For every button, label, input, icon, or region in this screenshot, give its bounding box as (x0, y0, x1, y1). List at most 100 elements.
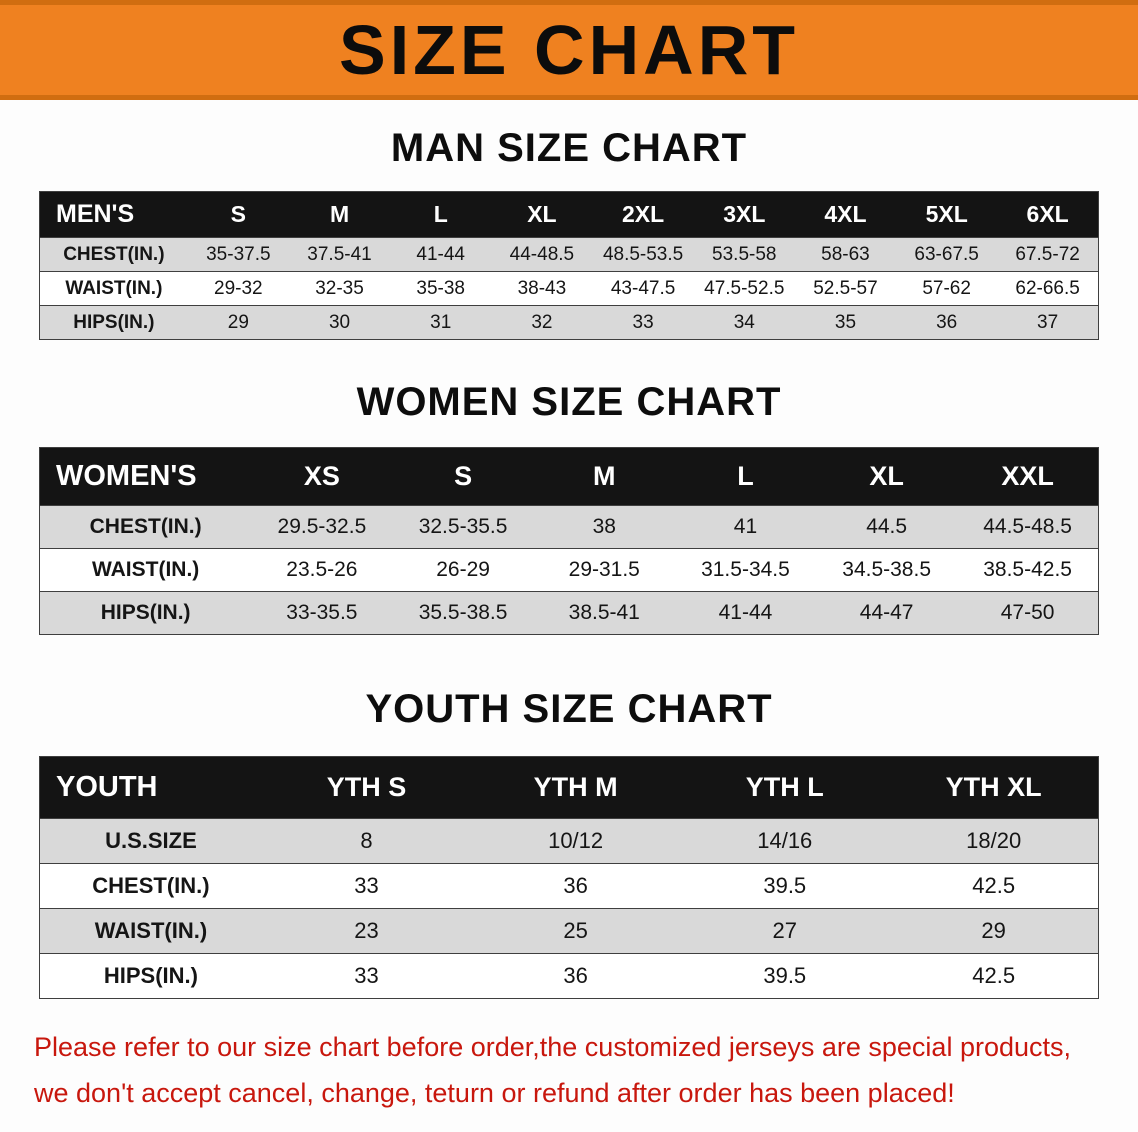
women-section-heading: WOMEN SIZE CHART (356, 380, 782, 424)
size-value: 67.5-72 (997, 237, 1099, 272)
size-value: 44-48.5 (491, 237, 593, 272)
size-value: 10/12 (471, 818, 681, 864)
size-value: 36 (471, 953, 681, 999)
size-column-header: YTH L (680, 756, 890, 819)
measurement-label: WAIST(IN.) (39, 548, 252, 592)
size-column-header: 3XL (693, 191, 795, 238)
measurement-row: HIPS(IN.) 33 36 39.5 42.5 (39, 953, 1099, 999)
men-section-heading: MAN SIZE CHART (390, 126, 748, 170)
measurement-label: HIPS(IN.) (39, 305, 188, 340)
size-column-header: XXL (957, 447, 1099, 506)
size-column-header: M (533, 447, 675, 506)
size-value: 31.5-34.5 (674, 548, 817, 592)
size-value: 44.5-48.5 (957, 505, 1099, 549)
youth-table-body: U.S.SIZE 8 10/12 14/16 18/20 CHEST(IN.) 33 36 39… (39, 818, 1099, 999)
size-value: 38.5-42.5 (957, 548, 1099, 592)
women-section: WOMEN SIZE CHART WOMEN'S XS S M L XL XXL CHEST… (0, 380, 1138, 635)
measurement-row: U.S.SIZE 8 10/12 14/16 18/20 (39, 818, 1099, 864)
size-column-header: XL (491, 191, 593, 238)
measurement-row: WAIST(IN.) 23.5-26 26-29 29-31.5 31.5-34.5 34… (39, 548, 1099, 592)
men-section: MAN SIZE CHART MEN'S S M L XL 2XL 3XL 4XL 5XL 6XL… (0, 126, 1138, 340)
measurement-label: HIPS(IN.) (39, 591, 252, 635)
size-column-header: YTH S (261, 756, 472, 819)
size-value: 35-38 (390, 271, 492, 306)
measurement-row: HIPS(IN.) 29 30 31 32 33 34 35 36 37 (39, 305, 1099, 340)
measurement-label: HIPS(IN.) (39, 953, 262, 999)
measurement-label: WAIST(IN.) (39, 271, 188, 306)
size-value: 33 (592, 305, 694, 340)
size-value: 25 (471, 908, 681, 954)
size-value: 29-32 (187, 271, 289, 306)
size-value: 27 (680, 908, 890, 954)
size-value: 32 (491, 305, 593, 340)
measurement-row: WAIST(IN.) 29-32 32-35 35-38 38-43 43-47.5 47.… (39, 271, 1099, 306)
measurement-label: CHEST(IN.) (39, 237, 188, 272)
size-value: 32.5-35.5 (392, 505, 534, 549)
size-value: 63-67.5 (896, 237, 998, 272)
measurement-label: U.S.SIZE (39, 818, 262, 864)
men-table-header-row: MEN'S S M L XL 2XL 3XL 4XL 5XL 6XL (39, 191, 1099, 238)
size-value: 44.5 (816, 505, 958, 549)
size-value: 38 (533, 505, 675, 549)
size-value: 34 (693, 305, 795, 340)
measurement-row: CHEST(IN.) 29.5-32.5 32.5-35.5 38 41 44.5 44.5… (39, 505, 1099, 549)
size-column-header: 5XL (896, 191, 998, 238)
disclaimer-line-1: Please refer to our size chart before or… (34, 1032, 1072, 1062)
size-value: 37.5-41 (288, 237, 391, 272)
size-value: 36 (471, 863, 681, 909)
size-value: 29-31.5 (533, 548, 675, 592)
measurement-row: CHEST(IN.) 33 36 39.5 42.5 (39, 863, 1099, 909)
size-value: 30 (288, 305, 391, 340)
size-column-header: L (390, 191, 492, 238)
youth-section: YOUTH SIZE CHART YOUTH YTH S YTH M YTH L YTH… (0, 687, 1138, 999)
size-value: 35.5-38.5 (392, 591, 534, 635)
size-column-header: 6XL (997, 191, 1099, 238)
measurement-row: WAIST(IN.) 23 25 27 29 (39, 908, 1099, 954)
measurement-label: CHEST(IN.) (39, 505, 252, 549)
youth-table-header-row: YOUTH YTH S YTH M YTH L YTH XL (39, 756, 1099, 819)
size-value: 42.5 (889, 953, 1099, 999)
size-column-header: YTH M (471, 756, 681, 819)
size-value: 33-35.5 (251, 591, 393, 635)
size-value: 23.5-26 (251, 548, 393, 592)
size-value: 14/16 (680, 818, 890, 864)
size-value: 48.5-53.5 (592, 237, 694, 272)
size-value: 8 (261, 818, 472, 864)
men-size-table: MEN'S S M L XL 2XL 3XL 4XL 5XL 6XL CHEST(IN.) 35-3… (39, 191, 1099, 340)
women-table-body: CHEST(IN.) 29.5-32.5 32.5-35.5 38 41 44.5 44.5… (39, 505, 1099, 635)
size-column-header: S (187, 191, 289, 238)
size-value: 33 (261, 953, 472, 999)
table-title-cell: YOUTH (39, 756, 262, 819)
measurement-label: CHEST(IN.) (39, 863, 262, 909)
size-value: 26-29 (392, 548, 534, 592)
size-value: 33 (261, 863, 472, 909)
size-column-header: YTH XL (889, 756, 1099, 819)
size-value: 57-62 (896, 271, 998, 306)
size-value: 36 (896, 305, 998, 340)
size-value: 38.5-41 (533, 591, 675, 635)
size-value: 47.5-52.5 (693, 271, 795, 306)
youth-section-heading: YOUTH SIZE CHART (365, 687, 773, 731)
size-value: 41 (674, 505, 817, 549)
disclaimer-note: Please refer to our size chart before or… (0, 1025, 1138, 1117)
size-value: 35 (794, 305, 897, 340)
youth-size-table: YOUTH YTH S YTH M YTH L YTH XL U.S.SIZE 8 10/1… (39, 756, 1099, 999)
size-value: 41-44 (390, 237, 492, 272)
measurement-row: CHEST(IN.) 35-37.5 37.5-41 41-44 44-48.5 48.5… (39, 237, 1099, 272)
size-value: 44-47 (816, 591, 958, 635)
size-column-header: L (674, 447, 817, 506)
size-value: 35-37.5 (187, 237, 289, 272)
size-value: 37 (997, 305, 1099, 340)
size-column-header: M (288, 191, 391, 238)
table-title-cell: MEN'S (39, 191, 188, 238)
size-value: 39.5 (680, 863, 890, 909)
size-column-header: XL (816, 447, 958, 506)
size-value: 43-47.5 (592, 271, 694, 306)
size-value: 32-35 (288, 271, 391, 306)
size-column-header: 2XL (592, 191, 694, 238)
size-value: 62-66.5 (997, 271, 1099, 306)
size-value: 47-50 (957, 591, 1099, 635)
size-value: 38-43 (491, 271, 593, 306)
women-table-header-row: WOMEN'S XS S M L XL XXL (39, 447, 1099, 506)
size-value: 29.5-32.5 (251, 505, 393, 549)
